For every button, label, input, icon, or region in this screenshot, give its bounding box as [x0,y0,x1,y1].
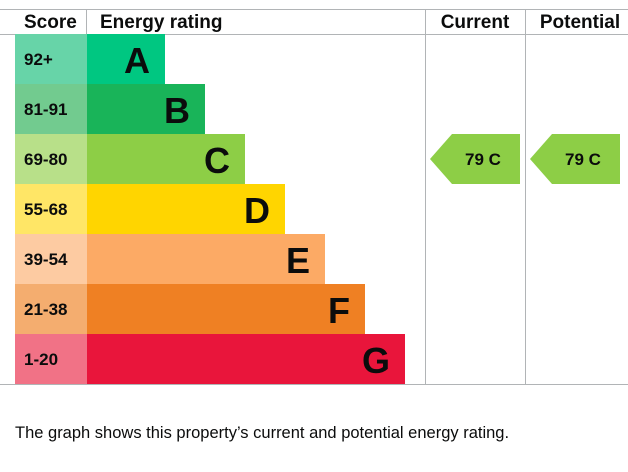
score-cell-e [15,234,87,284]
bar-a [87,34,165,84]
score-label-f: 21-38 [24,300,67,319]
rating-arrows: 79 C 79 C [430,134,620,184]
score-cell-d [15,184,87,234]
header-energy-rating: Energy rating [100,12,222,33]
letter-g: G [362,340,390,381]
band-a: 92+ A [15,34,165,84]
current-rating-arrow: 79 C [430,134,520,184]
score-cell-g [15,334,87,384]
score-label-g: 1-20 [24,350,58,369]
score-cell-f [15,284,87,334]
letter-d: D [244,190,270,231]
bar-f [87,284,365,334]
potential-rating-arrow: 79 C [530,134,620,184]
score-label-e: 39-54 [24,250,68,269]
potential-rating-arrow-label: 79 C [565,150,601,169]
bar-e [87,234,325,284]
score-cell-c [15,134,87,184]
letter-e: E [286,240,310,281]
letter-b: B [164,90,190,131]
score-label-c: 69-80 [24,150,67,169]
header-row: Score Energy rating Current Potential [24,12,620,33]
band-f: 21-38 F [15,284,365,334]
band-g: 1-20 G [15,334,405,384]
header-current: Current [441,12,510,33]
header-potential: Potential [540,12,620,33]
rating-bands: 92+ A 81-91 B 69-80 C 55-68 D 39-54 E 21-38 F 1-20 G [15,34,405,384]
band-b: 81-91 B [15,84,205,134]
band-e: 39-54 E [15,234,325,284]
score-label-a: 92+ [24,50,53,69]
bar-c [87,134,245,184]
bar-g [87,334,405,384]
chart-caption: The graph shows this property’s current … [15,424,510,442]
letter-f: F [328,290,350,331]
score-cell-a [15,34,87,84]
band-d: 55-68 D [15,184,285,234]
score-label-b: 81-91 [24,100,67,119]
band-c: 69-80 C [15,134,245,184]
current-rating-arrow-shape [430,134,520,184]
score-cell-b [15,84,87,134]
letter-a: A [124,40,150,81]
header-score: Score [24,12,77,33]
bar-d [87,184,285,234]
current-rating-arrow-label: 79 C [465,150,501,169]
epc-chart: Score Energy rating Current Potential 92… [0,9,628,385]
bar-b [87,84,205,134]
letter-c: C [204,140,230,181]
potential-rating-arrow-shape [530,134,620,184]
score-label-d: 55-68 [24,200,67,219]
